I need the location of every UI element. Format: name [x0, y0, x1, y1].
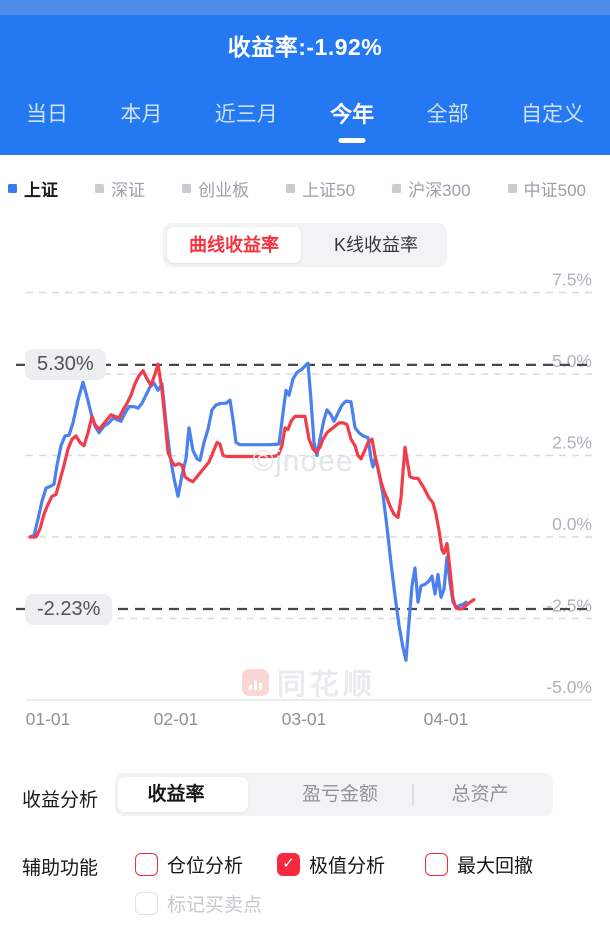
- legend-swatch: [392, 183, 402, 193]
- brand-logo-icon: [242, 668, 269, 696]
- y-axis-label: -2.5%: [546, 596, 592, 616]
- legend-item-沪深300[interactable]: 沪深300: [392, 176, 471, 201]
- tab-当日[interactable]: 当日: [26, 100, 68, 130]
- legend-item-label: 深证: [111, 180, 146, 200]
- aux-option-label: 极值分析: [309, 856, 386, 877]
- legend-item-中证500[interactable]: 中证500: [507, 176, 586, 201]
- chart-area: 7.5% 5.0% 2.5% 0.0% -2.5% -5.0% 01-01 02-01 03-0…: [0, 273, 610, 733]
- legend-swatch: [95, 183, 105, 193]
- checkbox-仓位分析[interactable]: [135, 853, 158, 876]
- max-value-badge: 5.30%: [25, 349, 106, 381]
- aux-option-极值分析[interactable]: ✓ 极值分析: [277, 851, 385, 878]
- segment-收益率[interactable]: 收益率: [147, 784, 205, 805]
- checkbox-最大回撤[interactable]: [425, 853, 448, 876]
- checkbox-极值分析[interactable]: ✓: [277, 853, 300, 876]
- aux-option-label: 最大回撤: [457, 856, 534, 877]
- analysis-segments: 收益率 盈亏金额 总资产: [115, 773, 553, 816]
- brand-watermark: 同花顺: [242, 661, 376, 703]
- analysis-section-label: 收益分析: [22, 790, 99, 811]
- legend-swatch: [507, 183, 517, 193]
- footer-controls: 收益分析 收益率 盈亏金额 总资产 辅助功能 仓位分析 ✓ 极值分析 最大回撤标记买卖点: [0, 733, 610, 933]
- legend-item-label: 创业板: [198, 180, 250, 200]
- aux-option-label: 仓位分析: [167, 856, 244, 877]
- aux-section-label: 辅助功能: [22, 858, 99, 879]
- tab-label: 自定义: [520, 103, 584, 126]
- toggle-option-曲线收益率[interactable]: 曲线收益率: [167, 227, 301, 263]
- legend-item-label: 沪深300: [408, 180, 471, 200]
- legend-item-上证50[interactable]: 上证50: [286, 176, 355, 201]
- legend-item-创业板[interactable]: 创业板: [182, 176, 249, 201]
- aux-option-标记买卖点[interactable]: 标记买卖点: [135, 890, 262, 917]
- legend-item-深证[interactable]: 深证: [95, 176, 145, 201]
- chart-type-toggle: 曲线收益率 K线收益率: [163, 223, 447, 267]
- period-tabs: 当日 本月 近三月 今年 全部 自定义: [0, 100, 610, 143]
- user-watermark: ©jnoee: [252, 445, 354, 478]
- tab-label: 全部: [426, 103, 469, 126]
- x-axis-label: 04-01: [424, 709, 469, 729]
- active-segment-pill: [118, 777, 248, 812]
- app-header: 收益率:-1.92% 当日 本月 近三月 今年 全部 自定义: [0, 15, 610, 155]
- toggle-option-K线收益率[interactable]: K线收益率: [333, 235, 418, 255]
- index-legend: 上证 深证 创业板 上证50 沪深300 中证500: [0, 167, 610, 209]
- y-axis-label: 7.5%: [552, 273, 592, 290]
- x-axis-label: 03-01: [282, 709, 327, 729]
- series-line-上证: [28, 361, 468, 662]
- legend-swatch: [286, 183, 296, 193]
- legend-item-label: 上证50: [302, 180, 356, 200]
- toggle-wrap: 曲线收益率 K线收益率: [0, 223, 610, 267]
- aux-option-仓位分析[interactable]: 仓位分析: [135, 851, 243, 878]
- tab-label: 近三月: [214, 103, 278, 126]
- segment-divider: [412, 784, 414, 805]
- aux-option-最大回撤[interactable]: 最大回撤: [425, 851, 533, 878]
- y-axis-label: 0.0%: [552, 514, 592, 534]
- tab-label: 本月: [120, 103, 163, 126]
- tab-label: 当日: [26, 103, 68, 126]
- legend-swatch: [8, 183, 17, 193]
- legend-item-label: 中证500: [523, 180, 586, 200]
- legend-swatch: [182, 183, 192, 193]
- tab-本月[interactable]: 本月: [120, 100, 162, 130]
- checkbox-标记买卖点[interactable]: [135, 892, 158, 915]
- tab-全部[interactable]: 全部: [427, 100, 469, 130]
- legend-item-上证[interactable]: 上证: [8, 176, 58, 201]
- x-axis-label: 02-01: [154, 709, 199, 729]
- aux-option-label: 标记买卖点: [167, 895, 263, 916]
- legend-item-label: 上证: [24, 180, 58, 200]
- y-axis-label: 5.0%: [552, 351, 592, 371]
- active-tab-underline: [338, 138, 366, 143]
- segment-盈亏金额[interactable]: 盈亏金额: [301, 784, 379, 805]
- page-title: 收益率:-1.92%: [227, 34, 383, 60]
- returns-chart: 7.5% 5.0% 2.5% 0.0% -2.5% -5.0% 01-01 02-01 03-0…: [16, 273, 592, 729]
- x-axis-label: 01-01: [26, 709, 71, 729]
- brand-watermark-text: 同花顺: [277, 669, 377, 701]
- tab-近三月[interactable]: 近三月: [215, 100, 278, 130]
- y-axis-label: 2.5%: [552, 433, 592, 453]
- tab-自定义[interactable]: 自定义: [521, 100, 584, 130]
- series-line-我的收益率: [28, 362, 476, 611]
- y-axis-label: -5.0%: [546, 677, 592, 697]
- segment-总资产[interactable]: 总资产: [451, 784, 509, 805]
- tab-今年[interactable]: 今年: [330, 100, 375, 143]
- status-bar: [0, 0, 610, 15]
- tab-label: 今年: [330, 102, 375, 127]
- min-value-badge: -2.23%: [25, 593, 113, 625]
